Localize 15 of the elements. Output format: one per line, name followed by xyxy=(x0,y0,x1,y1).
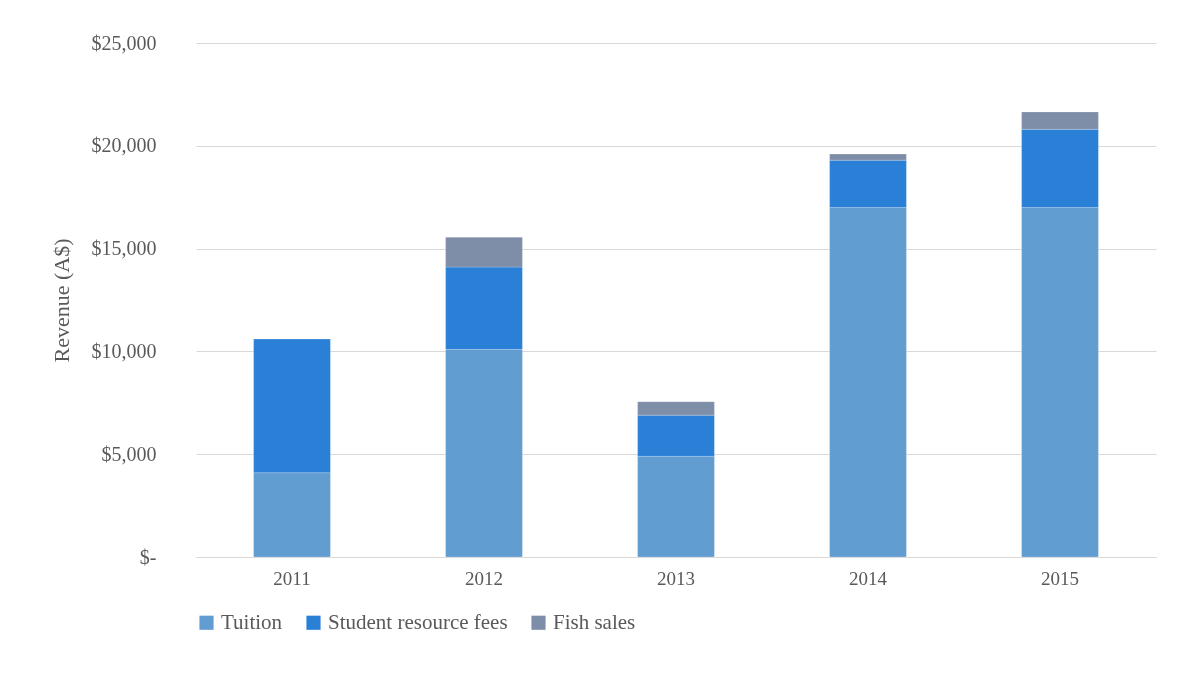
legend-label: Tuition xyxy=(221,609,283,634)
x-tick-label: 2013 xyxy=(657,567,695,589)
legend-label: Fish sales xyxy=(553,609,636,634)
y-tick-label: $10,000 xyxy=(91,339,157,362)
y-tick-label: $25,000 xyxy=(91,31,157,54)
legend-label: Student resource fees xyxy=(328,609,508,634)
y-tick-label: $5,000 xyxy=(101,442,157,465)
x-tick-label: 2014 xyxy=(849,567,888,589)
y-tick-label: $- xyxy=(139,545,157,568)
y-axis-title: Revenue (A$) xyxy=(48,238,74,363)
y-tick-label: $15,000 xyxy=(91,237,157,260)
y-tick-label: $20,000 xyxy=(91,134,157,157)
x-tick-label: 2011 xyxy=(273,567,311,589)
x-tick-label: 2015 xyxy=(1041,567,1079,589)
x-tick-label: 2012 xyxy=(465,567,503,589)
